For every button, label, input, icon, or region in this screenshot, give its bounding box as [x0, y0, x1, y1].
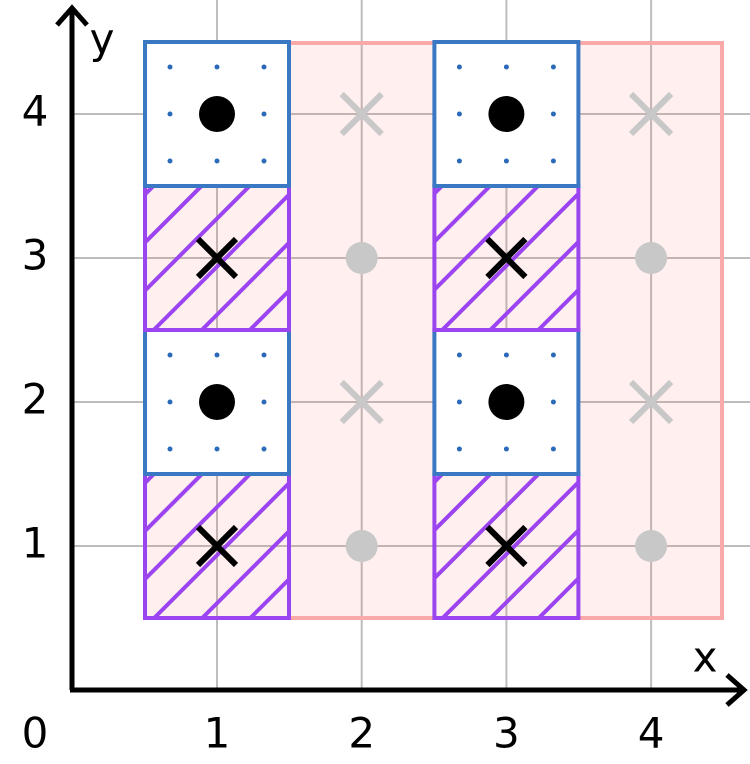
gray-dot: [345, 530, 378, 562]
cell-dot: [261, 399, 267, 405]
gray-dot: [345, 242, 378, 274]
cell-dot: [167, 111, 173, 117]
x-tick-label: 3: [493, 709, 520, 758]
cell-dot: [456, 64, 462, 70]
gray-cross: [339, 379, 384, 425]
x-tick-label: 4: [638, 709, 665, 758]
y-tick-label: 1: [22, 519, 49, 568]
axes: [55, 4, 748, 707]
cell-dot: [214, 352, 220, 358]
black-cross: [485, 524, 528, 568]
cell-dot: [261, 352, 267, 358]
cell-dot: [167, 64, 173, 70]
cell-dot: [214, 64, 220, 70]
cell-dot: [214, 446, 220, 452]
black-cross: [195, 236, 239, 280]
y-arrow: [55, 4, 89, 27]
cell-dot: [550, 158, 556, 164]
cell-dot: [503, 64, 509, 70]
cell-dot: [167, 158, 173, 164]
origin-label: 0: [22, 709, 49, 758]
black-dot: [488, 384, 525, 420]
cell-dot: [167, 399, 173, 405]
cell-dot: [261, 158, 267, 164]
cell-dot: [456, 352, 462, 358]
black-dot: [199, 96, 235, 132]
x-tick-label: 2: [348, 709, 375, 758]
x-arrow: [725, 673, 748, 707]
y-tick-label: 4: [22, 87, 49, 136]
cell-dot: [167, 352, 173, 358]
gray-dot: [635, 530, 668, 562]
cell-dot: [456, 111, 462, 117]
black-dot: [488, 96, 525, 132]
x-axis-label: x: [693, 633, 718, 682]
cell-dot: [550, 64, 556, 70]
cell-dot: [550, 111, 556, 117]
gray-cross: [628, 91, 674, 137]
cell-dot: [503, 158, 509, 164]
cell-dot: [550, 399, 556, 405]
cell-dot: [550, 446, 556, 452]
cell-dot: [456, 399, 462, 405]
x-tick-label: 1: [204, 709, 231, 758]
black-dot: [199, 384, 235, 420]
cell-dot: [214, 158, 220, 164]
y-tick-label: 2: [22, 375, 49, 424]
cell-dot: [261, 64, 267, 70]
cell-dot: [261, 446, 267, 452]
gray-dot: [635, 242, 668, 274]
cell-dot: [503, 446, 509, 452]
y-axis-label: y: [90, 15, 115, 64]
cell-dot: [456, 158, 462, 164]
cell-dot: [456, 446, 462, 452]
gray-cross: [339, 91, 384, 137]
cell-dot: [167, 446, 173, 452]
markers: [195, 91, 674, 568]
gray-cross: [628, 379, 674, 425]
black-cross: [195, 524, 239, 568]
cell-dot: [261, 111, 267, 117]
black-cross: [485, 236, 528, 280]
y-tick-label: 3: [22, 231, 49, 280]
cell-dot: [550, 352, 556, 358]
cell-dot: [503, 352, 509, 358]
